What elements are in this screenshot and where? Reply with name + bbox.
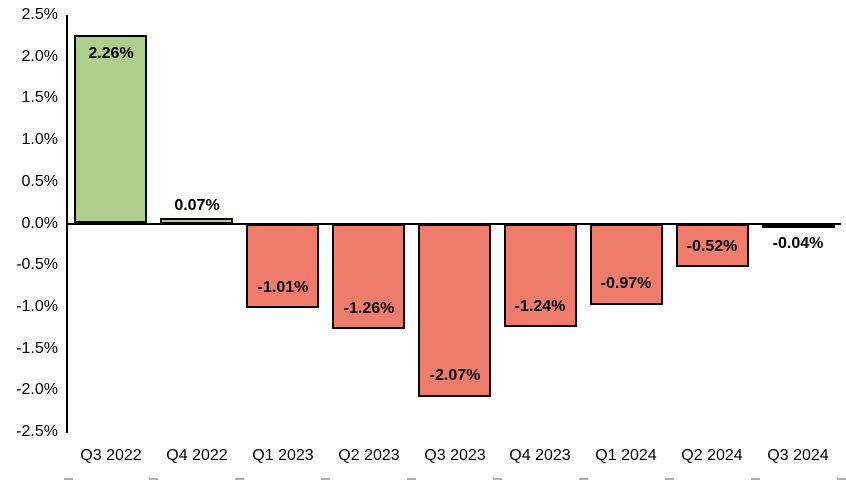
bar-q4-2023 [504, 224, 577, 327]
x-label-q4-2022: Q4 2022 [166, 447, 228, 464]
data-label-q3-2022: 2.26% [88, 45, 134, 62]
y-tick-label-2-5-: 2.5% [21, 6, 58, 23]
x-label-q1-2023: Q1 2023 [252, 447, 314, 464]
y-tick-label--0-5-: -0.5% [16, 256, 58, 273]
bar-q2-2024 [676, 224, 749, 267]
bar-q4-2022 [160, 218, 233, 224]
x-label-q4-2023: Q4 2023 [509, 447, 571, 464]
minor-tick-mark [751, 478, 760, 480]
bar-q1-2023 [246, 224, 319, 308]
y-tick-label--1-5-: -1.5% [16, 340, 58, 357]
data-label-q3-2023: -2.07% [429, 367, 481, 384]
x-label-q2-2024: Q2 2024 [681, 447, 743, 464]
bar-q3-2024 [762, 224, 835, 228]
x-label-q2-2023: Q2 2023 [338, 447, 400, 464]
y-tick-label--2-0-: -2.0% [16, 381, 58, 398]
data-label-q4-2022: 0.07% [174, 197, 220, 214]
x-label-q3-2024: Q3 2024 [767, 447, 829, 464]
minor-tick-mark [64, 478, 73, 480]
y-tick-label-0-0-: 0.0% [21, 215, 58, 232]
minor-tick-mark [407, 478, 416, 480]
data-label-q1-2024: -0.97% [600, 275, 652, 292]
data-label-q3-2024: -0.04% [772, 235, 824, 252]
x-label-q1-2024: Q1 2024 [595, 447, 657, 464]
y-tick-label-0-5-: 0.5% [21, 173, 58, 190]
minor-tick-mark [837, 478, 846, 480]
data-label-q2-2023: -1.26% [343, 300, 395, 317]
data-label-q1-2023: -1.01% [257, 279, 309, 296]
data-label-q4-2023: -1.24% [514, 298, 566, 315]
y-tick-label-1-0-: 1.0% [21, 131, 58, 148]
data-label-q2-2024: -0.52% [686, 238, 738, 255]
y-tick-label--1-0-: -1.0% [16, 298, 58, 315]
minor-tick-mark [321, 478, 330, 480]
y-tick-label--2-5-: -2.5% [16, 423, 58, 440]
y-tick-label-1-5-: 1.5% [21, 89, 58, 106]
x-label-q3-2023: Q3 2023 [424, 447, 486, 464]
bar-q3-2023 [418, 224, 491, 397]
x-label-q3-2022: Q3 2022 [80, 447, 142, 464]
bar-q3-2022 [74, 35, 147, 223]
minor-tick-mark [579, 478, 588, 480]
minor-tick-mark [149, 478, 158, 480]
minor-tick-mark [665, 478, 674, 480]
bar-q1-2024 [590, 224, 663, 305]
minor-tick-mark [235, 478, 244, 480]
y-tick-label-2-0-: 2.0% [21, 48, 58, 65]
bar-q2-2023 [332, 224, 405, 329]
minor-tick-mark [493, 478, 502, 480]
